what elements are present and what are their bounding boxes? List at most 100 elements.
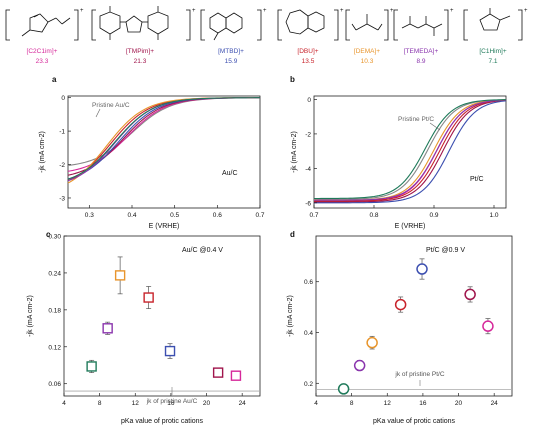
x-tick-label: 20 [203,400,211,407]
ticks: 4 8 12 16 20 24 0.2 0.4 0.6 [304,279,498,407]
y-tick-label: 0.06 [48,381,61,388]
x-tick-label: 0.7 [309,212,318,219]
plot-frame [313,95,507,209]
cation-plus-signs: + + + + + + + [80,8,528,14]
ticks: 0.3 0.4 0.5 0.6 0.7 0 -1 -2 -3 [59,95,265,219]
cation-structure-dema [345,9,389,41]
y-tick-label: -1 [59,129,65,136]
corner-label: Au/C [222,170,238,177]
y-tick-label: -4 [305,166,311,173]
y-tick-label: -2 [59,162,65,169]
data-point [164,345,176,357]
data-point [482,320,494,332]
x-tick-label: 8 [350,400,354,407]
data-point [416,263,428,275]
points [337,258,494,395]
x-tick-label: 0.7 [255,212,264,219]
cation-structures [5,6,523,41]
x-tick-label: 0.9 [429,212,438,219]
annotation: Pristine Pt/C [398,116,434,123]
x-tick-label: 8 [98,400,102,407]
x-tick-label: 0.6 [213,212,222,219]
plot-frame [315,235,513,397]
series-line [314,99,507,202]
panel-c: c 4 8 12 16 20 24 0.06 0.12 0.18 0.24 0.30 Au/C @0… [27,230,261,425]
y-tick-label: 0.12 [48,344,61,351]
ticks: 4 8 12 16 20 24 0.06 0.12 0.18 0.24 0.30 [48,234,246,408]
plot-frame [63,235,261,397]
x-axis-label: E (VRHE) [395,223,426,230]
annotation: Pristine Au/C [92,102,130,109]
cation-name: [MTBD]+ [218,48,244,55]
plus-sign: + [524,8,528,14]
plus-sign: + [390,8,394,14]
x-tick-label: 16 [419,400,427,407]
chart-title: Au/C @0.4 V [182,247,223,254]
y-tick-label: -3 [59,195,65,202]
series-line [67,97,260,180]
series-line [314,99,507,203]
data-point [464,288,476,301]
cation-name: [DEMA]+ [354,48,380,55]
y-tick-label: 0.18 [48,307,61,314]
cation-pka: 10.3 [361,58,374,65]
ticks: 0.7 0.8 0.9 1.0 0 -2 -4 -6 [305,97,499,219]
cation-name: [TMPim]+ [126,48,154,55]
y-tick-label: -6 [305,200,311,207]
plus-sign: + [263,8,267,14]
plus-sign: + [340,8,344,14]
plus-sign: + [80,8,84,14]
cation-pka: 13.5 [302,58,315,65]
cation-name: [TEMEDA]+ [404,48,439,55]
series-line [67,97,261,182]
x-tick-label: 20 [455,400,463,407]
cation-labels: [C2C1im]+ 23.3 [TMPim]+ 21.3 [MTBD]+ 15.… [27,48,507,65]
cation-structure-dbu [277,9,339,41]
x-tick-label: 24 [491,400,499,407]
x-tick-label: 1.0 [489,212,498,219]
series-line [314,99,507,201]
cation-name: [DBU]+ [297,48,318,55]
panel-letter-a: a [52,75,57,84]
data-point [212,367,224,378]
y-axis-label: -jk (mA cm-2) [39,131,46,173]
cation-pka: 7.1 [488,58,497,65]
x-axis-label: pKa value of protic cations [121,418,204,425]
cation-pka: 23.3 [36,58,49,65]
annotation-arrow [429,122,441,131]
x-tick-label: 0.3 [85,212,94,219]
y-tick-label: 0.2 [304,381,313,388]
data-point [230,370,242,381]
cation-structure-c1him [463,8,523,41]
plus-sign: + [450,8,454,14]
panel-letter-c: c [46,230,51,239]
plot-frame [67,95,261,209]
cation-pka: 21.3 [134,58,147,65]
series-line [314,99,507,201]
y-tick-label: -2 [305,131,311,138]
data-point [114,270,126,281]
cation-name: [C2C1im]+ [27,48,58,55]
plus-sign: + [192,8,196,14]
corner-label: Pt/C [470,176,484,183]
x-tick-label: 12 [384,400,392,407]
baseline-label: jk of pristine Au/C [146,398,198,405]
panel-a: a 0.3 0.4 0.5 0.6 0.7 0 -1 -2 -3 Pristine Au/C A… [39,75,265,230]
x-tick-label: 0.4 [127,212,136,219]
panel-letter-d: d [290,230,295,239]
x-tick-label: 24 [239,400,247,407]
data-point [337,383,350,395]
points [86,256,242,381]
baseline-label: jk of pristine Pt/C [394,371,444,378]
cation-structure-mtbd [200,9,262,41]
data-point [366,336,378,349]
y-tick-label: 0 [61,95,65,102]
panel-d: d 4 8 12 16 20 24 0.2 0.4 0.6 Pt/C @0.9 V jk of … [287,230,513,425]
y-tick-label: 0 [307,97,311,104]
data-point [143,292,154,303]
x-axis-label: pKa value of protic cations [373,418,456,425]
x-tick-label: 16 [167,400,175,407]
curves [313,99,507,204]
cation-structure-tmpim [91,6,191,41]
